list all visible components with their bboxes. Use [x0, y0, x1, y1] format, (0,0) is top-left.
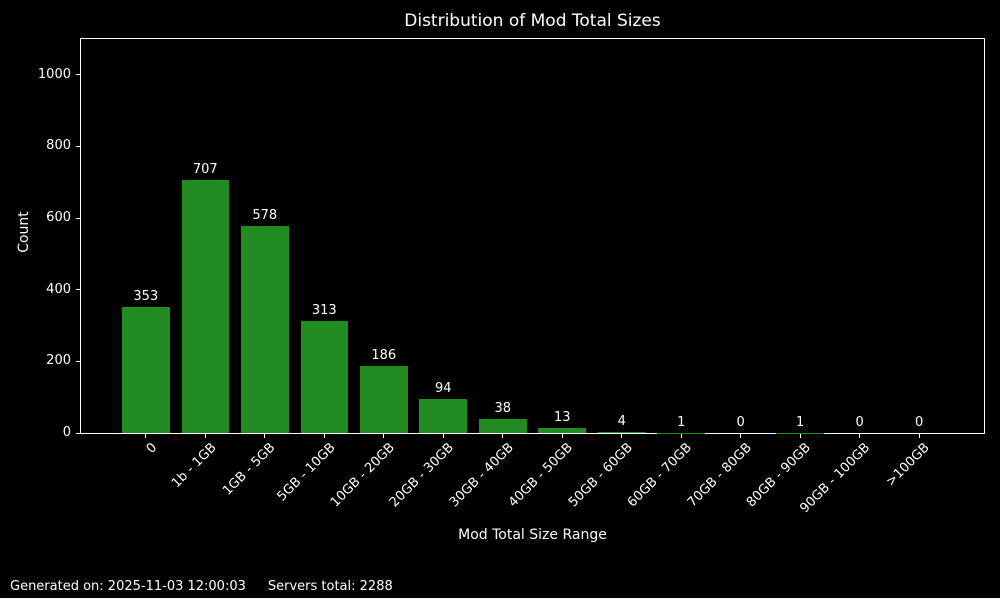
bar-value-label: 1 [796, 414, 805, 430]
bar [359, 366, 408, 433]
y-tick [76, 145, 81, 147]
bar-value-label: 1 [677, 414, 686, 430]
x-tick [859, 434, 861, 438]
bar-value-label: 707 [192, 161, 218, 177]
bar-value-label: 313 [311, 302, 337, 318]
y-tick-label: 600 [46, 210, 71, 226]
x-tick-label: 5GB - 10GB [274, 440, 339, 505]
x-tick-label: 1b - 1GB [168, 440, 220, 492]
footer-servers-total: Servers total: 2288 [267, 579, 393, 594]
bar-value-label: 0 [855, 415, 864, 430]
x-tick [621, 434, 623, 438]
x-tick-label: 1GB - 5GB [220, 440, 279, 499]
x-tick [145, 434, 147, 438]
bar [241, 225, 289, 433]
x-tick [680, 434, 682, 438]
x-tick [383, 434, 385, 438]
x-tick [918, 434, 920, 438]
x-tick [323, 434, 325, 438]
x-tick [740, 434, 742, 438]
x-tick [264, 434, 266, 438]
x-tick [561, 434, 563, 438]
y-axis-label: Count [16, 211, 32, 253]
x-tick-label: >100GB [883, 440, 934, 490]
bar-value-label: 0 [736, 415, 745, 430]
bottom-divider [0, 598, 1000, 600]
y-tick-label: 800 [46, 138, 71, 154]
y-tick-label: 200 [46, 353, 71, 369]
x-tick [799, 434, 801, 438]
y-tick [76, 217, 81, 219]
y-tick [76, 432, 81, 434]
y-tick-label: 1000 [37, 66, 71, 82]
bar-value-label: 13 [553, 410, 571, 426]
bar [597, 431, 646, 433]
y-tick [76, 360, 81, 362]
bar [538, 428, 587, 433]
bar-value-label: 353 [133, 288, 159, 304]
bar [122, 306, 170, 433]
bar-value-label: 186 [371, 348, 397, 364]
footer: Generated on: 2025-11-03 12:00:03 Server… [10, 579, 393, 594]
bar-value-label: 38 [494, 401, 512, 417]
bar [300, 320, 349, 433]
plot-area: 0 200 400 600 800 1000 353 0 707 1b - 1GB 578 1GB -… [38, 38, 985, 516]
bar [181, 179, 230, 433]
footer-generated-on: Generated on: 2025-11-03 12:00:03 [10, 579, 246, 594]
bar-value-label: 4 [617, 413, 626, 429]
x-tick-label: 0 [143, 440, 160, 457]
y-tick-label: 400 [46, 281, 71, 297]
bar-value-label: 94 [434, 381, 452, 397]
bar [419, 399, 468, 433]
bar [478, 419, 527, 433]
x-tick [502, 434, 504, 438]
y-tick [76, 74, 81, 76]
y-tick [76, 289, 81, 291]
x-axis-label: Mod Total Size Range [458, 527, 607, 543]
chart-title: Distribution of Mod Total Sizes [404, 11, 661, 31]
bar-value-label: 0 [915, 415, 924, 430]
x-tick [204, 434, 206, 438]
x-tick [442, 434, 444, 438]
bar-value-label: 578 [252, 207, 278, 223]
y-tick-label: 0 [62, 425, 71, 440]
